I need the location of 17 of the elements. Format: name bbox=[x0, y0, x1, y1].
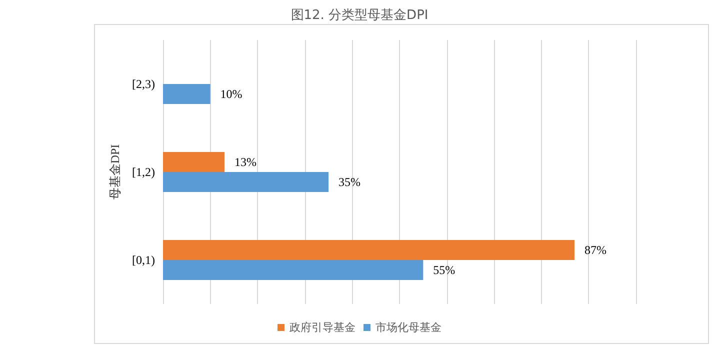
data-label: 35% bbox=[338, 175, 361, 189]
bar bbox=[163, 152, 224, 172]
y-axis-title: 母基金DPI bbox=[108, 144, 122, 200]
y-tick-label: [0,1) bbox=[132, 253, 155, 267]
chart-title: 图12. 分类型母基金DPI bbox=[290, 8, 428, 23]
data-label: 10% bbox=[220, 87, 242, 101]
bar bbox=[163, 240, 575, 260]
y-tick-label: [1,2) bbox=[132, 165, 155, 179]
data-label: 13% bbox=[234, 155, 256, 169]
y-tick-label: [2,3) bbox=[132, 77, 155, 91]
legend-label: 市场化母基金 bbox=[376, 321, 442, 334]
data-label: 55% bbox=[433, 263, 456, 277]
bar bbox=[163, 172, 329, 192]
legend-label: 政府引导基金 bbox=[290, 321, 356, 334]
bar bbox=[163, 84, 210, 104]
bar bbox=[163, 260, 424, 280]
data-label: 87% bbox=[584, 243, 607, 257]
